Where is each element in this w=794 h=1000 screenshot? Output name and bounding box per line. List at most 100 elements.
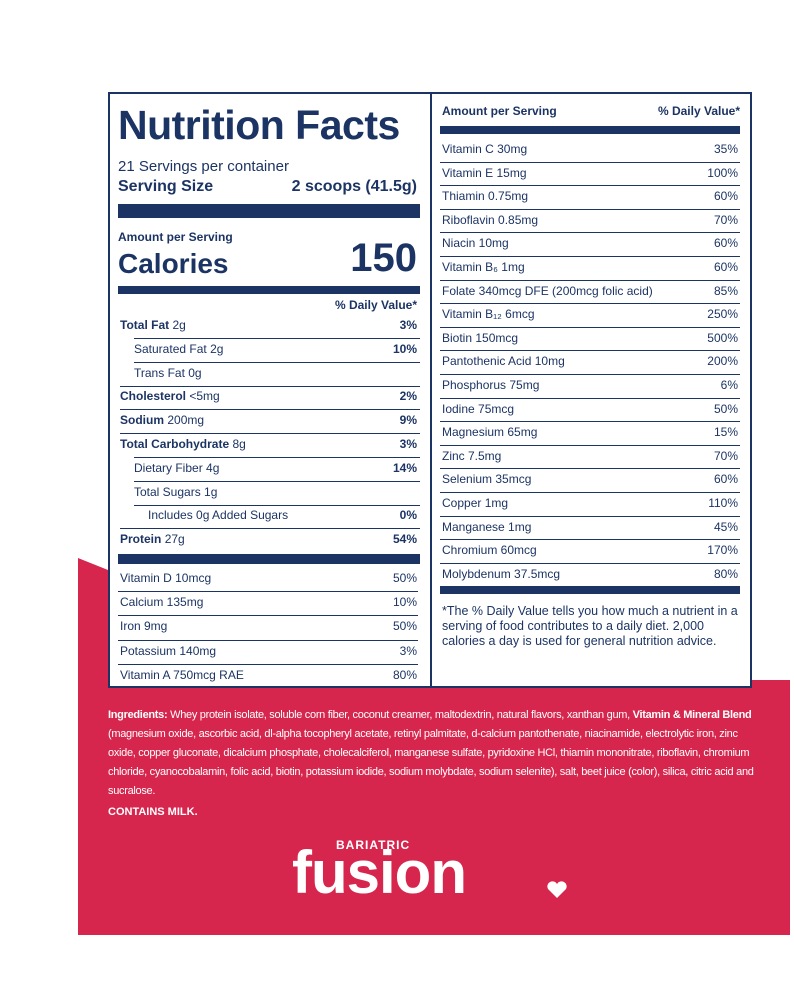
vitamin-name: Chromium 60mcg	[442, 543, 537, 558]
vitamin-name: Molybdenum 37.5mcg	[442, 566, 561, 581]
vitamin-dv: 50%	[392, 571, 417, 585]
vitamin-name: Riboflavin 0.85mg	[442, 212, 539, 227]
vitamin-dv: 50%	[392, 619, 417, 634]
vitamin-dv: 45%	[713, 519, 738, 534]
rule	[120, 528, 420, 530]
rule	[118, 615, 418, 617]
rule	[440, 161, 740, 163]
vitamin-dv: 70%	[713, 212, 738, 227]
vitamin-name: Vitamin B₆ 1mg	[442, 260, 525, 274]
right-dv-header: % Daily Value*	[657, 104, 740, 118]
rule	[440, 515, 740, 517]
nutrient-dv: 0%	[399, 508, 417, 523]
vitamin-dv: 170%	[707, 543, 738, 558]
ingredients-text: Whey protein isolate, soluble corn fiber…	[167, 709, 633, 721]
rule	[440, 468, 740, 470]
nutrient-row: Protein 27g	[120, 532, 185, 546]
rule	[440, 397, 740, 399]
vitamin-name: Potassium 140mg	[120, 643, 217, 658]
nutrient-row: Trans Fat 0g	[134, 366, 202, 380]
rule	[440, 326, 740, 328]
serving-size: 2 scoops (41.5g)	[291, 178, 417, 195]
rule	[440, 208, 740, 210]
nutrient-amount: <5mg	[189, 389, 220, 404]
rule	[440, 256, 740, 257]
vitamin-name: Vitamin A 750mcg RAE	[120, 667, 244, 682]
nutrient-row: Includes 0g Added Sugars	[148, 508, 288, 522]
vitamin-name: Copper 1mg	[442, 496, 509, 510]
thick-bar	[118, 204, 420, 218]
thick-bar	[118, 554, 420, 564]
vitamin-dv: 85%	[713, 283, 738, 298]
vitamin-dv: 200%	[707, 354, 738, 369]
vitamin-name: Niacin 10mg	[442, 236, 509, 251]
nutrient-amount: 27g	[164, 532, 185, 547]
vitamin-name: Manganese 1mg	[442, 519, 532, 534]
rule	[120, 409, 420, 411]
nutrient-dv: 10%	[392, 341, 417, 356]
rule	[440, 421, 740, 423]
rule	[440, 303, 740, 305]
nutrient-amount: 2g	[172, 318, 186, 332]
calories: 150	[350, 236, 417, 280]
nutrient-name: Cholesterol	[120, 389, 187, 404]
ingredients: Ingredients: Whey protein isolate, solub…	[108, 706, 754, 801]
rule	[440, 539, 740, 541]
footnote: *The % Daily Value tells you how much a …	[442, 604, 738, 648]
vitamin-dv: 500%	[707, 330, 738, 345]
vitamin-dv: 35%	[713, 142, 738, 156]
nutrient-row: Total Sugars 1g	[134, 485, 217, 499]
nutrient-dv: 3%	[399, 318, 417, 332]
nutrient-name: Sodium	[120, 413, 164, 428]
vitamin-dv: 60%	[713, 189, 738, 204]
dv-header: % Daily Value*	[334, 298, 417, 312]
nutrient-dv: 14%	[392, 460, 417, 475]
vitamin-name: Iodine 75mcg	[442, 401, 515, 416]
vitamin-dv: 15%	[713, 425, 738, 440]
vitamin-name: Pantothenic Acid 10mg	[442, 354, 565, 369]
vitamin-dv: 80%	[392, 667, 417, 682]
nutrient-name: Protein	[120, 532, 162, 547]
rule	[134, 480, 420, 482]
serving-size-label: Serving Size	[118, 178, 214, 195]
nutrient-row: Total Carbohydrate 8g	[120, 437, 246, 451]
nutrient-dv: 54%	[392, 532, 417, 547]
servings: 21 Servings per container	[118, 158, 289, 175]
vitamin-dv: 60%	[713, 472, 738, 487]
rule	[134, 361, 420, 363]
vitamin-dv: 110%	[708, 496, 738, 510]
rule	[440, 279, 740, 281]
rule	[440, 444, 740, 446]
nutrient-name: Total Carbohydrate	[120, 437, 230, 451]
nutrient-amount: 8g	[232, 437, 246, 451]
rule	[440, 232, 740, 234]
vitamin-name: Vitamin E 15mg	[442, 165, 527, 180]
vitamin-name: Magnesium 65mg	[442, 425, 538, 440]
nutrient-amount: 1g	[204, 484, 218, 499]
vitamin-name: Selenium 35mcg	[442, 472, 532, 487]
title: Nutrition Facts	[118, 102, 400, 148]
ingredients-label: Ingredients:	[108, 709, 168, 721]
rule	[440, 492, 740, 493]
thick-bar	[118, 286, 420, 294]
rule	[440, 562, 740, 564]
ingredients-text: (magnesium oxide, ascorbic acid, dl-alph…	[108, 728, 754, 797]
vitamin-name: Phosphorus 75mg	[442, 378, 540, 392]
vitamin-name: Iron 9mg	[120, 619, 168, 634]
nutrient-dv: 3%	[399, 437, 417, 451]
vitamin-dv: 70%	[713, 448, 738, 463]
vitamin-name: Vitamin B₁₂ 6mcg	[442, 307, 535, 322]
vitamin-dv: 60%	[713, 236, 738, 251]
nutrient-row: Saturated Fat 2g	[134, 342, 223, 356]
vitamin-name: Folate 340mcg DFE (200mcg folic acid)	[442, 283, 653, 298]
rule	[120, 385, 420, 387]
rule	[118, 591, 418, 593]
nutrient-row: Total Fat 2g	[120, 318, 186, 332]
nutrient-amount: 200mg	[167, 413, 205, 428]
logo-sub: BARIATRIC	[336, 838, 411, 852]
rule	[440, 374, 740, 375]
rule	[120, 433, 420, 435]
nutrient-row: Dietary Fiber 4g	[134, 461, 219, 475]
